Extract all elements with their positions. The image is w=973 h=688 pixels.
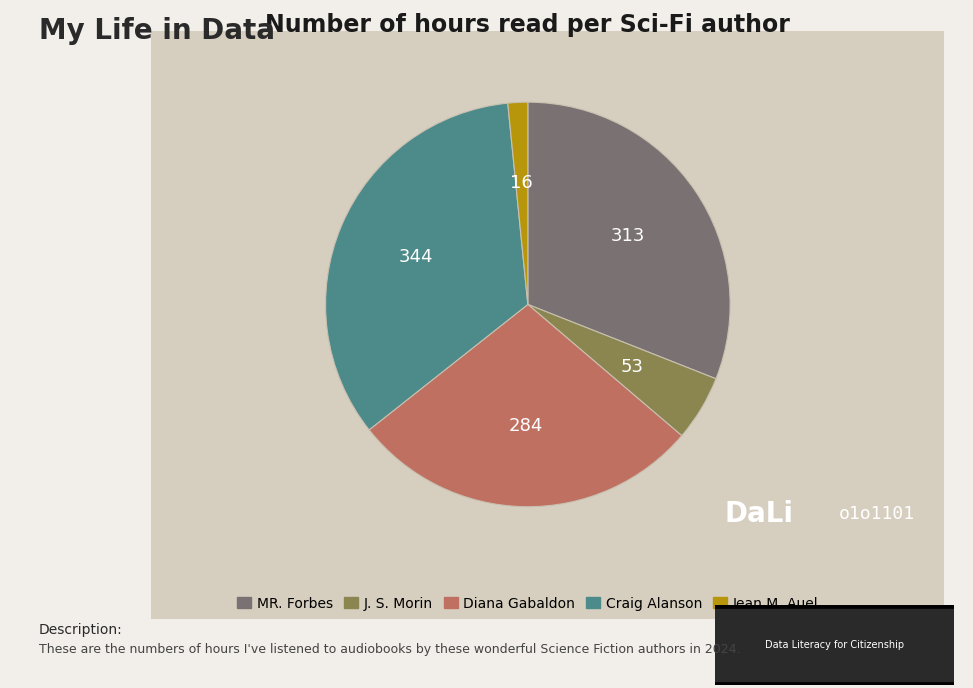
Wedge shape	[508, 103, 528, 305]
Text: 53: 53	[621, 358, 643, 376]
Wedge shape	[527, 103, 730, 379]
Wedge shape	[326, 103, 527, 430]
Text: 313: 313	[611, 227, 645, 245]
Text: o1o1101: o1o1101	[839, 505, 916, 523]
Title: Number of hours read per Sci-Fi author: Number of hours read per Sci-Fi author	[266, 13, 790, 37]
Text: Description:: Description:	[39, 623, 123, 636]
Wedge shape	[369, 305, 682, 506]
Text: 16: 16	[511, 174, 533, 192]
Text: My Life in Data: My Life in Data	[39, 17, 275, 45]
Text: Data Literacy for Citizenship: Data Literacy for Citizenship	[765, 640, 904, 650]
Text: These are the numbers of hours I've listened to audiobooks by these wonderful Sc: These are the numbers of hours I've list…	[39, 643, 740, 656]
Text: 344: 344	[399, 248, 433, 266]
Text: DaLi: DaLi	[725, 500, 794, 528]
Wedge shape	[527, 305, 716, 436]
Legend: MR. Forbes, J. S. Morin, Diana Gabaldon, Craig Alanson, Jean M. Auel: MR. Forbes, J. S. Morin, Diana Gabaldon,…	[232, 591, 824, 616]
Text: 284: 284	[509, 417, 543, 435]
